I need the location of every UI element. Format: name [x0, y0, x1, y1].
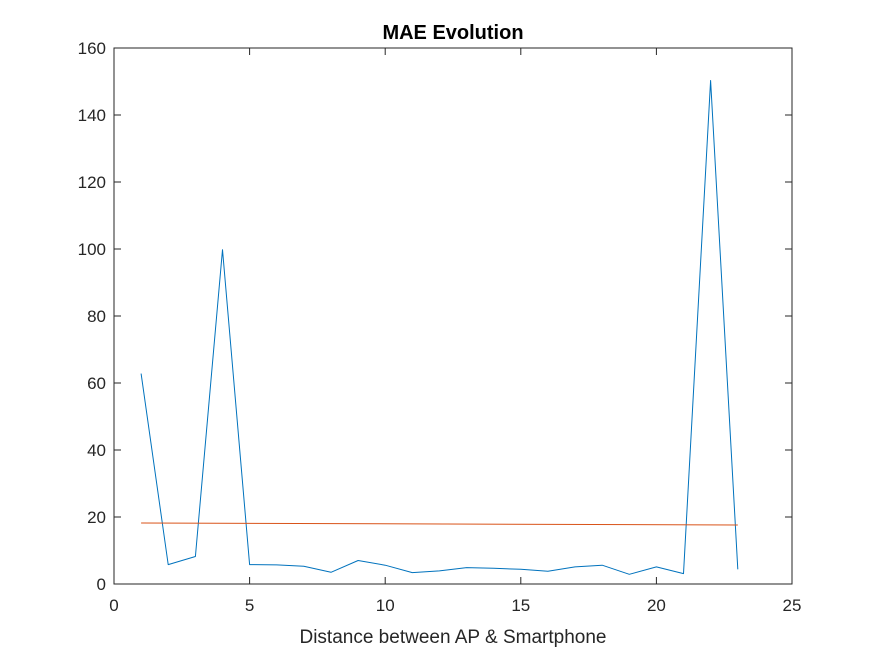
y-tick-label: 100: [78, 240, 106, 259]
chart-title: MAE Evolution: [382, 22, 523, 44]
x-axis-title: Distance between AP & Smartphone: [299, 627, 606, 648]
y-tick-label: 120: [78, 173, 106, 192]
x-tick-label: 25: [783, 596, 802, 615]
x-tick-label: 20: [647, 596, 666, 615]
y-tick-label: 40: [87, 441, 106, 460]
x-tick-label: 5: [245, 596, 254, 615]
y-tick-label: 80: [87, 307, 106, 326]
x-tick-label: 10: [376, 596, 395, 615]
x-tick-label: 15: [511, 596, 530, 615]
series-line-1: [140, 80, 739, 575]
plot-area: [114, 48, 792, 584]
y-tick-label: 20: [87, 508, 106, 527]
x-tick-label: 0: [109, 596, 118, 615]
series-layer: [140, 80, 739, 575]
y-tick-label: 140: [78, 106, 106, 125]
y-tick-label: 160: [78, 39, 106, 58]
y-tick-label: 60: [87, 374, 106, 393]
ticks-layer: 0 5 10 15 20 25 0 20 40 60 80 100 120 140 160: [78, 39, 802, 615]
series-line-2: [141, 522, 738, 526]
y-tick-label: 0: [97, 575, 106, 594]
